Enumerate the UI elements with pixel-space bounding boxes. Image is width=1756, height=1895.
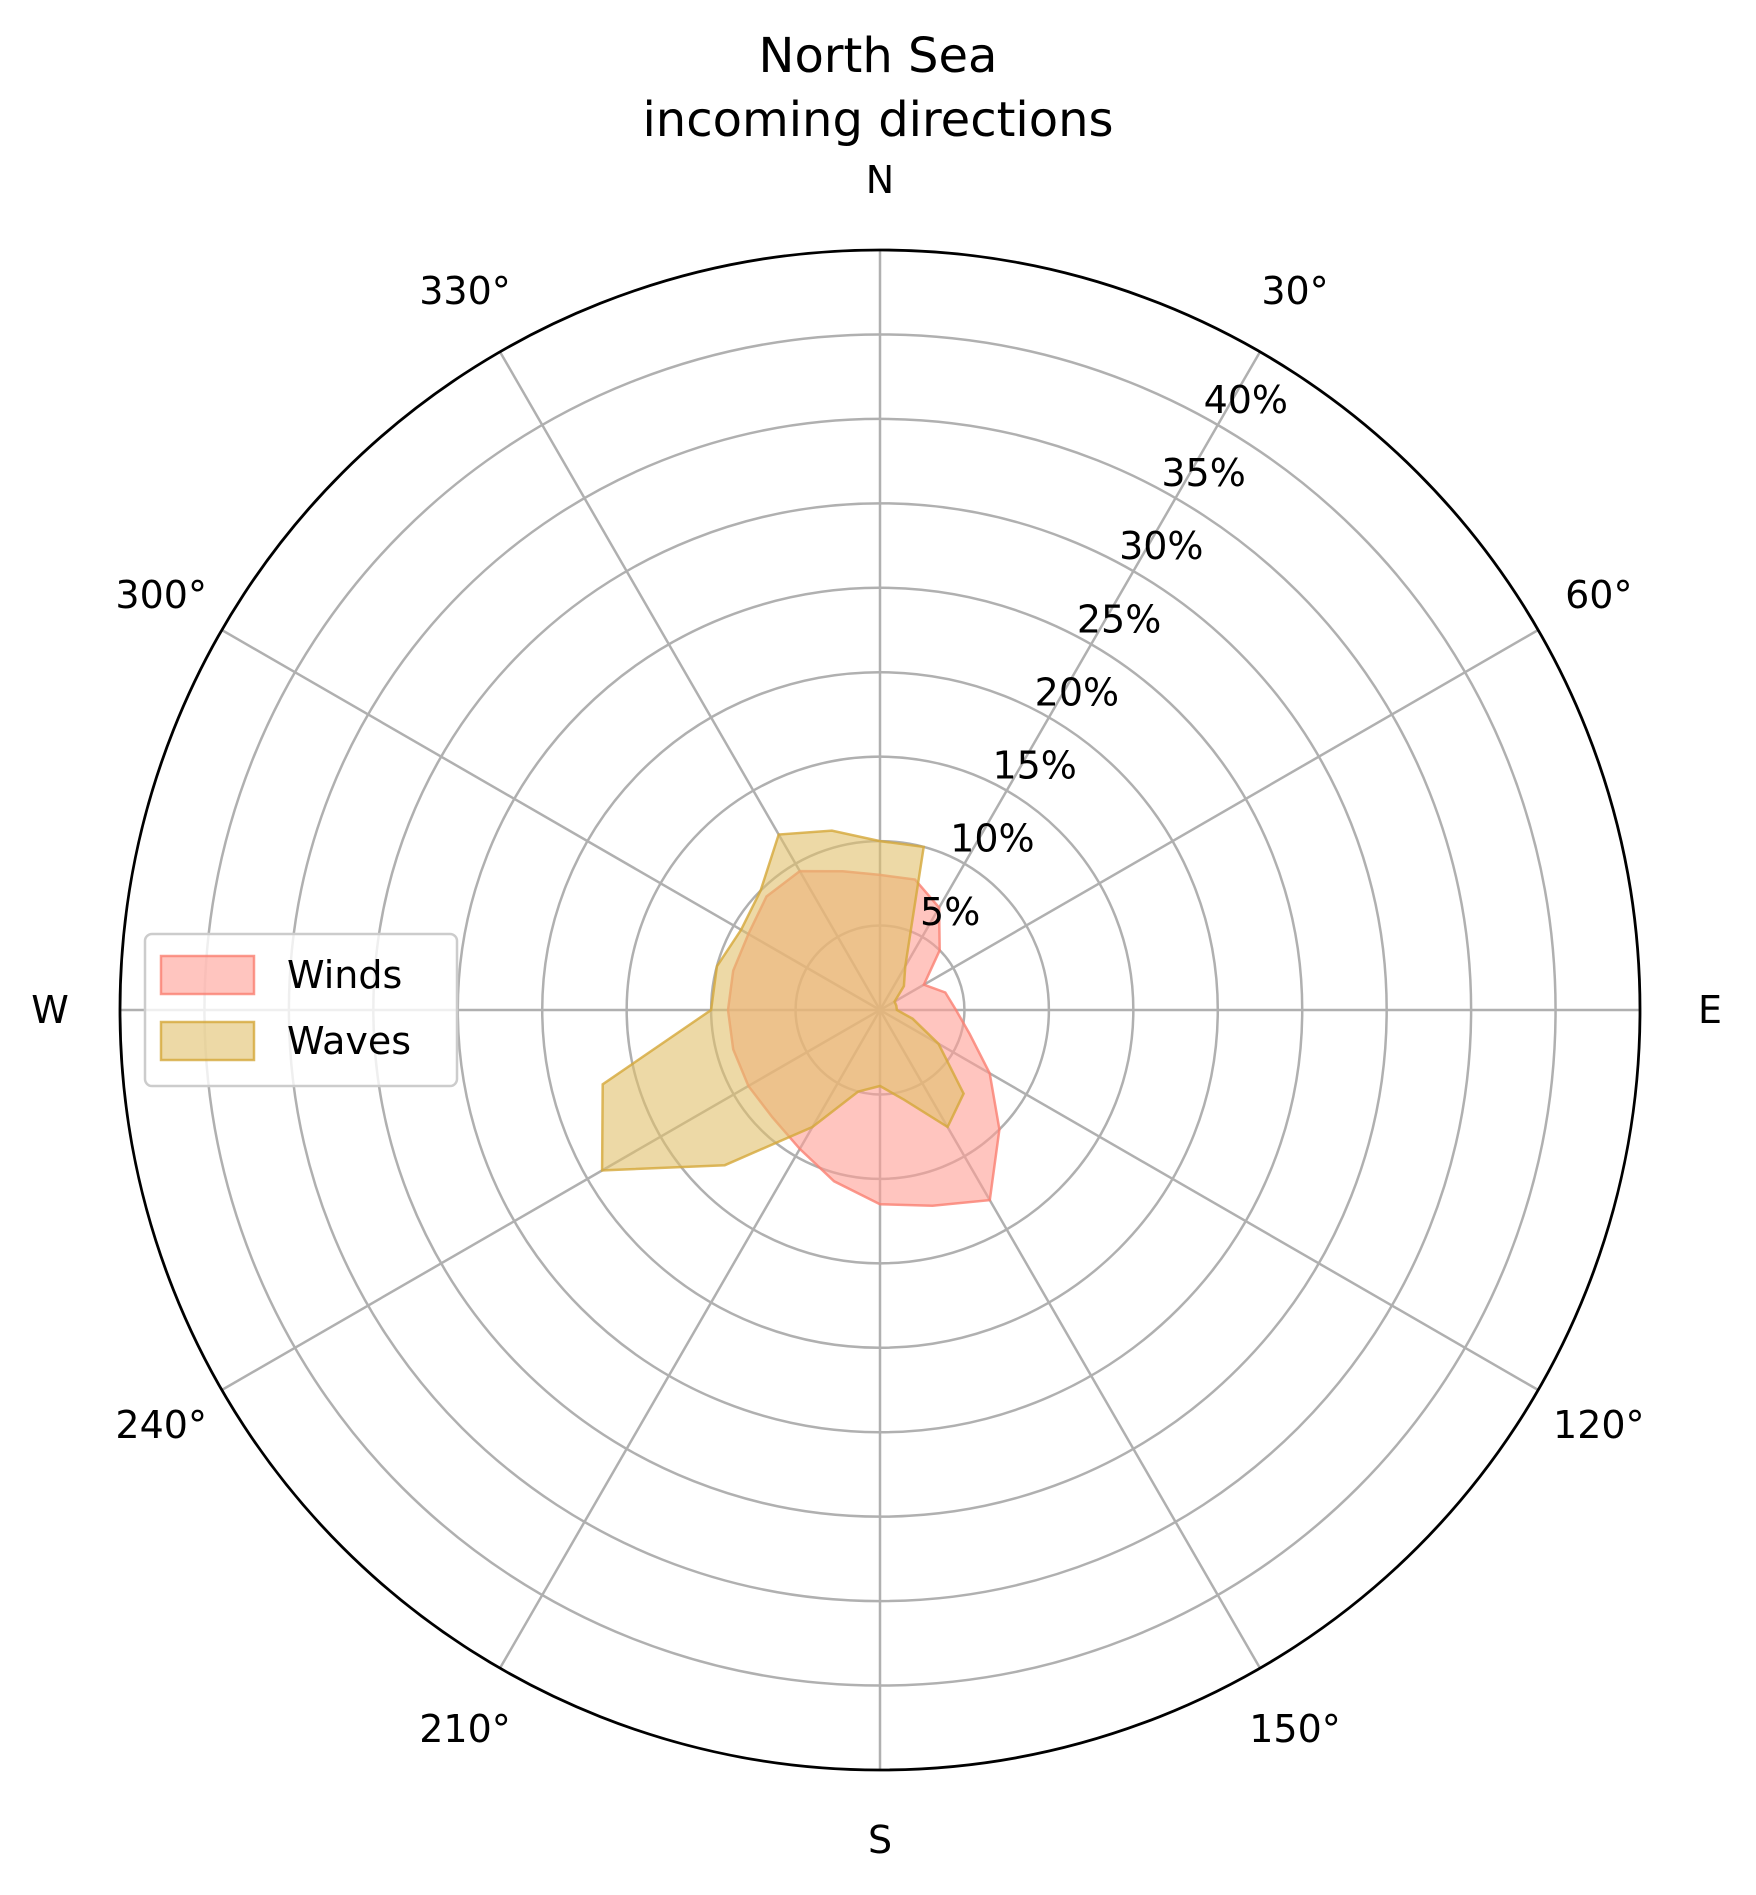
data-point-waves-60	[894, 1001, 896, 1003]
data-point-waves-255	[602, 1083, 604, 1085]
data-point-winds-45	[939, 949, 941, 951]
radial-tick-label-10: 10%	[950, 817, 1034, 861]
data-point-waves-195	[857, 1091, 859, 1093]
angle-tick-label-300: 300°	[115, 573, 207, 617]
angle-tick-label-180: S	[868, 1818, 892, 1862]
data-point-waves-45	[903, 985, 905, 987]
data-point-winds-180	[879, 1203, 881, 1205]
data-point-waves-75	[895, 1005, 897, 1007]
angle-tick-label-240: 240°	[115, 1403, 207, 1447]
data-point-waves-150	[947, 1126, 949, 1128]
angle-tick-labels: N 30° 60° E 120° 150° S 210° 240° W 300° 330°	[31, 158, 1722, 1862]
legend-swatch-waves	[159, 1020, 256, 1062]
data-point-waves-315	[760, 890, 762, 892]
data-point-waves-0	[879, 840, 881, 842]
data-point-winds-75	[944, 992, 946, 994]
data-point-winds-165	[932, 1205, 934, 1207]
data-point-waves-180	[879, 1085, 881, 1087]
data-point-winds-60	[923, 984, 925, 986]
data-point-winds-210	[799, 1148, 801, 1150]
data-point-waves-345	[831, 830, 833, 832]
angle-tick-label-150: 150°	[1249, 1707, 1341, 1751]
angle-tick-label-330: 330°	[419, 269, 511, 313]
angular-gridline-60	[879, 628, 1539, 1012]
radial-tick-labels: 5% 10% 15% 20% 25% 30% 35% 40%	[920, 378, 1288, 934]
chart-title-line-2: incoming directions	[642, 92, 1113, 148]
radial-tick-label-15: 15%	[992, 744, 1076, 788]
data-point-winds-120	[989, 1072, 991, 1074]
data-point-winds-90	[955, 1009, 957, 1011]
data-point-waves-105	[912, 1018, 914, 1020]
legend-label-waves: Waves	[287, 1019, 411, 1063]
data-point-waves-300	[740, 929, 742, 931]
chart-title-line-1: North Sea	[759, 28, 998, 84]
radial-tick-label-35: 35%	[1161, 451, 1245, 495]
data-point-waves-225	[724, 1164, 726, 1166]
data-point-winds-135	[998, 1128, 1000, 1130]
data-point-waves-270	[710, 1009, 712, 1011]
angle-tick-label-210: 210°	[419, 1707, 511, 1751]
data-point-winds-150	[989, 1199, 991, 1201]
polar-frame	[118, 248, 1642, 1772]
data-point-winds-195	[833, 1180, 835, 1182]
data-point-waves-30	[904, 965, 906, 967]
data-point-waves-15	[923, 846, 925, 848]
polar-outer-circle	[118, 248, 1642, 1772]
data-point-waves-330	[778, 834, 780, 836]
angle-tick-label-60: 60°	[1565, 573, 1632, 617]
angle-tick-label-0: N	[866, 158, 894, 202]
radial-tick-label-25: 25%	[1077, 597, 1161, 641]
radial-tick-label-5: 5%	[920, 890, 980, 934]
series-area-waves	[600, 829, 965, 1172]
data-point-waves-90	[896, 1009, 898, 1011]
radial-tick-label-20: 20%	[1035, 671, 1119, 715]
radial-tick-label-40: 40%	[1204, 378, 1288, 422]
legend: Winds Waves	[143, 932, 459, 1088]
legend-swatch-winds	[159, 954, 256, 996]
data-point-waves-285	[716, 965, 718, 967]
data-point-waves-210	[811, 1126, 813, 1128]
data-point-waves-165	[903, 1099, 905, 1101]
data-point-waves-135	[963, 1093, 965, 1095]
data-point-waves-120	[938, 1043, 940, 1045]
angle-tick-label-120: 120°	[1553, 1403, 1645, 1447]
radial-tick-label-30: 30%	[1119, 524, 1203, 568]
angle-tick-label-270: W	[31, 988, 69, 1032]
angle-tick-label-90: E	[1698, 988, 1722, 1032]
angle-tick-label-30: 30°	[1261, 269, 1328, 313]
series-layer	[600, 829, 1001, 1208]
data-point-winds-105	[969, 1033, 971, 1035]
data-point-waves-240	[601, 1169, 603, 1171]
angular-gridline-30	[878, 351, 1262, 1011]
legend-label-winds: Winds	[287, 953, 402, 997]
